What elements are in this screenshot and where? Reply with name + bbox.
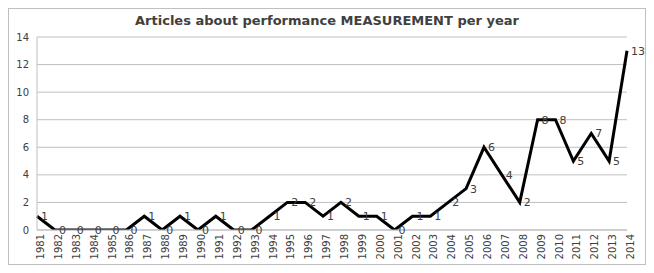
svg-text:6: 6 <box>23 142 29 153</box>
svg-text:4: 4 <box>506 169 513 182</box>
svg-text:2002: 2002 <box>411 234 422 259</box>
svg-text:0: 0 <box>59 224 66 237</box>
svg-text:2006: 2006 <box>482 234 493 259</box>
svg-text:0: 0 <box>77 224 84 237</box>
svg-text:2: 2 <box>291 196 298 209</box>
svg-text:1: 1 <box>327 210 334 223</box>
svg-text:1982: 1982 <box>53 234 64 259</box>
svg-text:12: 12 <box>16 59 29 70</box>
svg-text:1: 1 <box>41 210 48 223</box>
svg-text:2009: 2009 <box>536 234 547 259</box>
svg-text:1988: 1988 <box>160 234 171 259</box>
svg-text:8: 8 <box>542 114 549 127</box>
svg-text:2: 2 <box>524 196 531 209</box>
svg-text:1996: 1996 <box>303 234 314 259</box>
svg-text:1997: 1997 <box>321 234 332 259</box>
svg-text:2001: 2001 <box>393 234 404 259</box>
svg-text:13: 13 <box>631 45 645 58</box>
svg-text:1989: 1989 <box>178 234 189 259</box>
svg-text:3: 3 <box>470 183 477 196</box>
svg-text:1990: 1990 <box>196 234 207 259</box>
svg-text:1984: 1984 <box>89 234 100 259</box>
svg-text:2012: 2012 <box>589 234 600 259</box>
svg-text:1983: 1983 <box>71 234 82 259</box>
svg-text:1: 1 <box>434 210 441 223</box>
svg-text:2003: 2003 <box>428 234 439 259</box>
svg-text:2000: 2000 <box>375 234 386 259</box>
svg-text:2005: 2005 <box>464 234 475 259</box>
svg-text:0: 0 <box>256 224 263 237</box>
svg-text:2013: 2013 <box>607 234 618 259</box>
svg-text:5: 5 <box>613 155 620 168</box>
svg-text:2008: 2008 <box>518 234 529 259</box>
svg-text:10: 10 <box>16 87 29 98</box>
svg-text:1981: 1981 <box>35 234 46 259</box>
svg-text:2: 2 <box>452 196 459 209</box>
svg-text:8: 8 <box>559 114 566 127</box>
svg-text:2: 2 <box>309 196 316 209</box>
svg-text:2: 2 <box>345 196 352 209</box>
svg-text:2014: 2014 <box>625 234 636 259</box>
svg-text:0: 0 <box>113 224 120 237</box>
svg-text:2004: 2004 <box>446 234 457 259</box>
svg-text:1986: 1986 <box>124 234 135 259</box>
svg-text:2010: 2010 <box>554 234 565 259</box>
svg-text:1: 1 <box>220 210 227 223</box>
svg-text:0: 0 <box>130 224 137 237</box>
svg-text:2: 2 <box>23 197 29 208</box>
svg-text:1985: 1985 <box>107 234 118 259</box>
svg-text:1: 1 <box>184 210 191 223</box>
svg-text:1: 1 <box>381 210 388 223</box>
svg-text:1995: 1995 <box>285 234 296 259</box>
svg-text:0: 0 <box>23 225 29 236</box>
svg-text:6: 6 <box>488 141 495 154</box>
svg-text:14: 14 <box>16 32 29 43</box>
svg-text:1999: 1999 <box>357 234 368 259</box>
svg-text:2011: 2011 <box>571 234 582 259</box>
svg-text:8: 8 <box>23 114 29 125</box>
svg-text:1993: 1993 <box>250 234 261 259</box>
svg-text:0: 0 <box>399 224 406 237</box>
svg-text:7: 7 <box>595 127 602 140</box>
svg-text:0: 0 <box>238 224 245 237</box>
svg-text:0: 0 <box>95 224 102 237</box>
svg-text:1994: 1994 <box>268 234 279 259</box>
svg-text:1: 1 <box>416 210 423 223</box>
svg-text:2007: 2007 <box>500 234 511 259</box>
html-text:Articles about performance MEA: Articles about performance MEASUREMENT p… <box>135 13 519 28</box>
svg-text:5: 5 <box>577 155 584 168</box>
svg-text:1: 1 <box>363 210 370 223</box>
svg-text:0: 0 <box>166 224 173 237</box>
svg-text:4: 4 <box>23 169 29 180</box>
svg-text:1991: 1991 <box>214 234 225 259</box>
svg-text:1998: 1998 <box>339 234 350 259</box>
svg-text:1: 1 <box>273 210 280 223</box>
svg-text:0: 0 <box>202 224 209 237</box>
svg-text:1992: 1992 <box>232 234 243 259</box>
svg-text:1: 1 <box>148 210 155 223</box>
svg-text:1987: 1987 <box>142 234 153 259</box>
